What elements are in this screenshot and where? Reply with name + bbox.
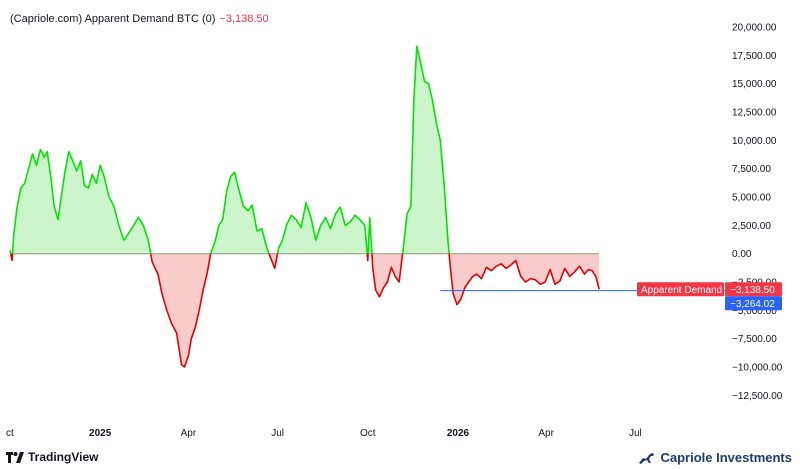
y-axis: 20,000.00 17,500.00 15,000.00 12,500.00 10,0… bbox=[732, 23, 783, 402]
x-tick-label: Oct bbox=[360, 428, 376, 439]
y-tick-label: 7,500.00 bbox=[732, 164, 771, 175]
y-tick-label: 5,000.00 bbox=[732, 193, 771, 204]
indicator-name: (Capriole.com) Apparent Demand BTC (0) bbox=[10, 13, 216, 25]
x-tick-label: Jul bbox=[629, 428, 642, 439]
x-tick-label: 2026 bbox=[447, 428, 470, 439]
area-fill-segment bbox=[277, 202, 368, 254]
capriole-label: Capriole Investments bbox=[660, 450, 793, 465]
series-line-segment bbox=[149, 253, 212, 368]
area-fill-segment bbox=[210, 172, 269, 254]
area-fill-segment bbox=[371, 253, 403, 297]
area-fill-segment bbox=[150, 253, 211, 367]
last-value-tag-text: −3,138.50 bbox=[730, 285, 775, 296]
last-value-tag bbox=[725, 282, 782, 297]
x-tick-label: ct bbox=[6, 428, 14, 439]
y-tick-label: 17,500.00 bbox=[732, 51, 777, 62]
x-tick-label: Jul bbox=[271, 428, 284, 439]
y-tick-label: 15,000.00 bbox=[732, 79, 777, 90]
series-name-tag bbox=[637, 282, 724, 297]
series-line-segment bbox=[448, 253, 600, 306]
series-line-segment bbox=[366, 253, 369, 262]
series-line-segment bbox=[371, 253, 404, 298]
y-tick-label: 20,000.00 bbox=[732, 23, 777, 34]
series-name-tag-text: Apparent Demand bbox=[641, 285, 722, 296]
y-tick-label: 0.00 bbox=[732, 249, 752, 260]
plot-area bbox=[9, 45, 600, 368]
series-line-segment bbox=[401, 45, 450, 254]
tradingview-logo[interactable]: TradingView bbox=[6, 450, 98, 464]
x-tick-label: 2025 bbox=[89, 428, 112, 439]
area-fill-segment bbox=[402, 46, 450, 254]
series-line-segment bbox=[9, 250, 12, 254]
tradingview-icon bbox=[6, 451, 24, 463]
x-tick-label: Apr bbox=[181, 428, 197, 439]
y-tick-label: 12,500.00 bbox=[732, 108, 777, 119]
reference-value-tag bbox=[725, 296, 782, 311]
indicator-title: (Capriole.com) Apparent Demand BTC (0) −3… bbox=[10, 13, 269, 25]
capriole-logo: Capriole Investments bbox=[637, 450, 793, 465]
y-tick-label: 10,000.00 bbox=[732, 136, 777, 147]
y-tick-label: −5,000.00 bbox=[732, 306, 777, 317]
tradingview-label: TradingView bbox=[28, 450, 99, 464]
series-line-segment bbox=[268, 253, 279, 270]
area-fill-segment bbox=[12, 149, 151, 254]
reference-value-tag-text: −3,264.02 bbox=[730, 299, 775, 310]
y-tick-label: 2,500.00 bbox=[732, 221, 771, 232]
horse-icon bbox=[638, 452, 654, 464]
footer: TradingView Capriole Investments bbox=[0, 447, 800, 469]
series-line-segment bbox=[209, 171, 270, 254]
series-line-segment bbox=[367, 216, 373, 254]
x-tick-label: Apr bbox=[538, 428, 554, 439]
y-tick-label: −12,500.00 bbox=[732, 391, 783, 402]
y-tick-label: −7,500.00 bbox=[732, 334, 777, 345]
y-tick-label: −10,000.00 bbox=[732, 363, 783, 374]
indicator-current-value: −3,138.50 bbox=[219, 13, 269, 25]
series-line-segment bbox=[276, 201, 368, 254]
series-line-segment bbox=[9, 253, 14, 262]
x-axis: ct 2025 Apr Jul Oct 2026 Apr Jul bbox=[6, 428, 642, 439]
price-tags: Apparent Demand −3,138.50 −3,264.02 bbox=[637, 282, 782, 311]
series-line-segment bbox=[11, 148, 152, 254]
